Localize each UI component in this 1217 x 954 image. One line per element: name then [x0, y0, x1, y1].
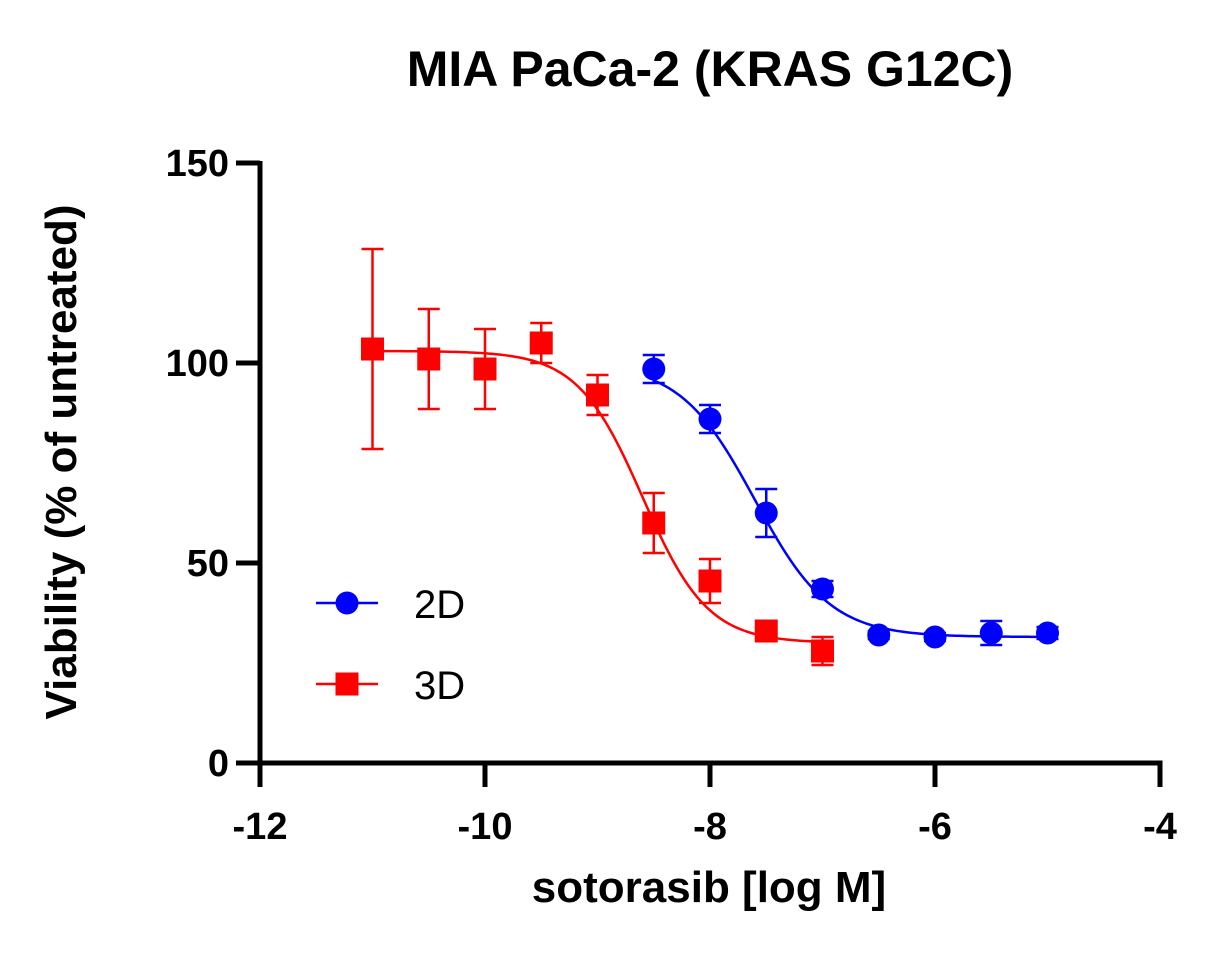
legend-label: 2D [414, 583, 465, 627]
data-point [417, 347, 441, 371]
data-point [1036, 621, 1059, 645]
data-point [867, 623, 891, 647]
data-point [754, 619, 778, 643]
y-tick-label: 50 [187, 543, 229, 585]
data-point [811, 577, 834, 601]
data-point [979, 621, 1003, 645]
data-point [698, 569, 722, 593]
chart-title: MIA PaCa-2 (KRAS G12C) [407, 41, 1014, 97]
x-tick-label: -8 [693, 806, 727, 848]
legend-marker [335, 672, 359, 696]
y-axis-title: Viability (% of untreated) [37, 204, 86, 719]
series-3D [361, 247, 834, 667]
legend-marker [335, 591, 359, 615]
data-point [811, 639, 834, 663]
data-point [361, 337, 384, 361]
x-tick-label: -12 [233, 806, 288, 848]
legend-label: 3D [414, 664, 465, 708]
data-point [923, 625, 947, 649]
y-tick-label: 0 [208, 743, 229, 785]
data-point [473, 357, 497, 381]
data-point [586, 383, 609, 407]
x-axis-title: sotorasib [log M] [532, 863, 886, 912]
y-tick-label: 100 [166, 343, 229, 385]
x-tick-label: -10 [458, 806, 513, 848]
y-tick-label: 150 [166, 143, 229, 185]
x-tick-label: -4 [1143, 806, 1177, 848]
plot-area [361, 247, 1059, 667]
legend-item-2D: 2D [316, 583, 465, 627]
legend-item-3D: 3D [316, 664, 465, 708]
data-point [642, 357, 666, 381]
data-point [529, 331, 553, 355]
data-point [754, 501, 778, 525]
legend: 2D 3D [316, 583, 465, 708]
x-tick-label: -6 [918, 806, 952, 848]
data-point [642, 511, 666, 535]
data-point [698, 407, 722, 431]
axes: 0 50 100 150 -12 -10 -8 -6 -4 [166, 143, 1177, 848]
series-2D [642, 353, 1059, 649]
